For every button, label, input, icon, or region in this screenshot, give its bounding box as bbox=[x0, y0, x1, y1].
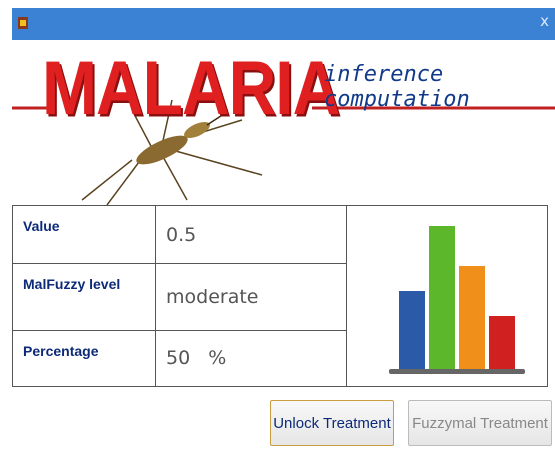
banner-subtitle: inference computation bbox=[324, 62, 555, 112]
window: x MALARIA inference computation Value 0.… bbox=[12, 8, 555, 451]
label: Percentage bbox=[13, 330, 156, 386]
app-icon bbox=[16, 16, 30, 30]
unlock-button[interactable]: Unlock Treatment bbox=[270, 400, 394, 446]
title-bar: x bbox=[12, 8, 555, 40]
label: MalFuzzy level bbox=[13, 264, 156, 330]
banner: MALARIA inference computation bbox=[12, 40, 555, 205]
value: 50 % bbox=[156, 330, 347, 386]
close-button[interactable]: x bbox=[540, 12, 549, 30]
label: Value bbox=[13, 206, 156, 264]
result-table: Value 0.5 MalFuzzy level moderate Percen… bbox=[12, 205, 548, 387]
value: moderate bbox=[156, 264, 347, 330]
fuzzymal-button[interactable]: Fuzzymal Treatment bbox=[408, 400, 552, 446]
banner-title: MALARIA bbox=[42, 44, 339, 131]
value: 0.5 bbox=[156, 206, 347, 264]
chart-icon-cell bbox=[347, 206, 548, 387]
chart-icon bbox=[347, 206, 547, 382]
